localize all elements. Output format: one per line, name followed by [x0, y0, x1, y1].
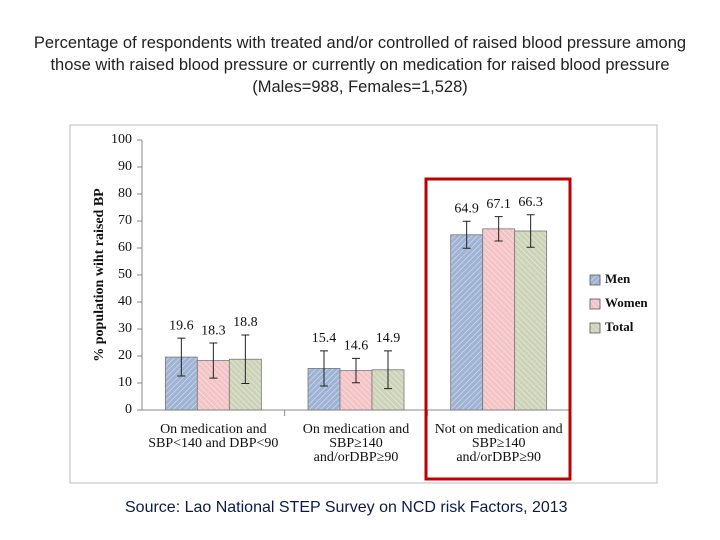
- data-label: 19.6: [169, 318, 194, 333]
- data-label: 14.9: [376, 331, 401, 346]
- y-tick-label: 10: [118, 375, 132, 390]
- data-label: 64.9: [454, 201, 479, 216]
- error-bar: [462, 220, 471, 249]
- y-axis-label: % population wiht raised BP: [92, 188, 107, 362]
- y-tick-label: 70: [118, 213, 132, 228]
- y-tick-label: 60: [118, 240, 132, 255]
- y-tick-label: 40: [118, 294, 132, 309]
- error-bar: [177, 337, 186, 377]
- y-tick-label: 80: [118, 186, 132, 201]
- chart-frame: [69, 124, 658, 484]
- error-bar: [320, 350, 328, 387]
- legend-swatch: [589, 298, 601, 310]
- data-label: 14.6: [344, 339, 369, 354]
- y-tick-label: 20: [118, 348, 132, 363]
- legend-swatch: [589, 274, 601, 286]
- error-bar: [241, 334, 250, 385]
- data-label: 67.1: [486, 197, 511, 212]
- error-bar: [352, 357, 360, 384]
- highlight-box: [424, 177, 572, 481]
- bar: [482, 228, 516, 411]
- y-tick-label: 0: [125, 402, 132, 417]
- bar: [450, 234, 484, 411]
- error-bar: [494, 216, 503, 242]
- error-bar: [526, 214, 535, 248]
- y-tick-label: 50: [118, 267, 132, 282]
- data-label: 18.3: [201, 323, 226, 338]
- data-label: 15.4: [312, 331, 337, 346]
- error-bar: [209, 342, 218, 379]
- y-tick-label: 90: [118, 159, 132, 174]
- x-tick-label: On medication and SBP<140 and DBP<90: [148, 422, 279, 451]
- chart-title: Percentage of respondents with treated a…: [33, 34, 687, 96]
- source-note: Source: Lao National STEP Survey on NCD …: [125, 499, 568, 516]
- legend-swatch: [589, 322, 601, 334]
- legend-label: Women: [605, 295, 648, 310]
- bar: [514, 230, 548, 411]
- y-tick-label: 30: [118, 321, 132, 336]
- data-label: 66.3: [518, 195, 543, 210]
- y-tick-label: 100: [111, 132, 132, 147]
- x-tick-label: Not on medication and SBP≥140 and/orDBP≥…: [434, 422, 563, 465]
- legend-label: Men: [605, 271, 631, 286]
- legend-label: Total: [605, 319, 634, 334]
- error-bar: [384, 350, 392, 390]
- x-tick-label: On medication and SBP≥140 and/orDBP≥90: [302, 422, 410, 465]
- data-label: 18.8: [233, 315, 258, 330]
